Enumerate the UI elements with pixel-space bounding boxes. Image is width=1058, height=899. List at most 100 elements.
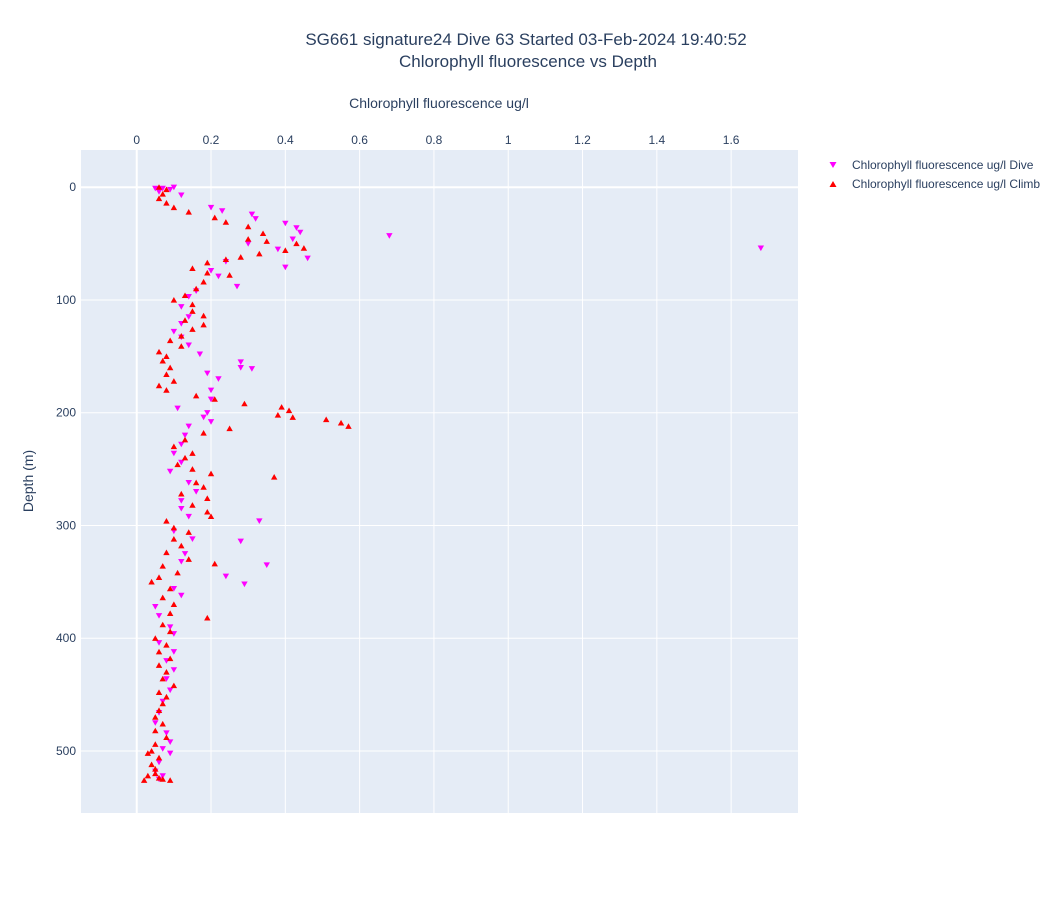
- climb-point: [170, 443, 178, 450]
- climb-point: [278, 404, 285, 410]
- dive-point: [237, 359, 244, 365]
- dive-point: [178, 558, 185, 565]
- dive-point: [178, 592, 185, 599]
- dive-point: [166, 739, 174, 745]
- legend-item-climb[interactable]: Chlorophyll fluorescence ug/l Climb: [829, 177, 1041, 191]
- climb-point: [222, 256, 230, 262]
- climb-point: [178, 333, 185, 339]
- x-tick-label: 1.4: [648, 133, 665, 147]
- dive-point: [207, 204, 215, 211]
- climb-point: [211, 560, 218, 567]
- dive-point: [170, 667, 178, 673]
- climb-point: [204, 259, 211, 266]
- dive-point: [185, 423, 192, 430]
- climb-point: [189, 265, 196, 271]
- dive-point: [263, 562, 270, 568]
- climb-point: [185, 556, 192, 562]
- climb-point: [178, 542, 185, 549]
- climb-point: [185, 529, 192, 535]
- climb-point: [178, 343, 185, 349]
- dive-point: [207, 419, 215, 425]
- dive-point: [215, 273, 222, 280]
- climb-point: [259, 230, 267, 237]
- climb-point: [178, 490, 185, 497]
- climb-point: [152, 770, 159, 777]
- climb-point: [152, 741, 159, 747]
- x-tick-labels: 0 0.2 0.4 0.6 0.8 1 1.2 1.4 1.6: [133, 133, 739, 147]
- x-tick-label: 1: [505, 133, 512, 147]
- climb-point: [163, 517, 170, 524]
- dive-point: [304, 255, 311, 262]
- climb-point: [174, 569, 181, 576]
- climb-point: [170, 601, 178, 608]
- climb-point: [200, 278, 207, 285]
- climb-point: [181, 454, 189, 461]
- dive-point: [282, 264, 289, 271]
- dive-point: [274, 246, 282, 253]
- y-tick-label: 500: [56, 744, 76, 758]
- x-tick-label: 0.6: [351, 133, 368, 147]
- climb-point: [159, 190, 166, 197]
- climb-point: [155, 648, 163, 655]
- dive-point: [178, 498, 185, 504]
- climb-point: [300, 245, 308, 251]
- legend[interactable]: Chlorophyll fluorescence ug/l Dive Chlor…: [829, 158, 1041, 191]
- climb-point: [166, 777, 174, 783]
- dive-point: [155, 759, 163, 766]
- y-tick-label: 400: [56, 631, 76, 645]
- climb-point: [163, 734, 170, 741]
- dive-point: [293, 225, 300, 231]
- climb-point: [226, 272, 233, 278]
- dive-point: [241, 581, 248, 588]
- dive-point: [170, 649, 178, 655]
- climb-point: [155, 382, 163, 389]
- dive-point: [155, 640, 163, 646]
- climb-point: [337, 419, 345, 426]
- dive-point: [178, 192, 185, 199]
- x-axis-title: Chlorophyll fluorescence ug/l: [349, 95, 529, 111]
- climb-point: [152, 727, 159, 734]
- climb-point: [189, 301, 196, 308]
- climb-point: [207, 513, 215, 520]
- legend-label-dive: Chlorophyll fluorescence ug/l Dive: [852, 158, 1034, 172]
- climb-point: [285, 407, 293, 414]
- climb-point: [270, 473, 278, 480]
- dive-point: [166, 468, 174, 475]
- climb-point: [211, 396, 218, 402]
- dive-point: [185, 314, 192, 320]
- climb-point: [159, 621, 166, 628]
- climb-point: [189, 502, 196, 508]
- climb-point: [211, 214, 218, 221]
- chart-title: SG661 signature24 Dive 63 Started 03-Feb…: [305, 30, 746, 49]
- dive-point: [200, 414, 207, 421]
- dive-point: [152, 720, 159, 726]
- dive-point: [189, 536, 196, 543]
- climb-point: [189, 450, 196, 456]
- dive-point: [296, 229, 304, 236]
- y-tick-label: 100: [56, 293, 76, 307]
- dive-point: [222, 573, 230, 580]
- climb-point: [322, 416, 330, 423]
- climb-point: [159, 357, 166, 364]
- climb-point: [155, 754, 163, 761]
- legend-item-dive[interactable]: Chlorophyll fluorescence ug/l Dive: [829, 158, 1034, 172]
- climb-point: [189, 308, 196, 314]
- climb-point: [155, 775, 163, 781]
- climb-point: [148, 578, 155, 585]
- dive-point: [207, 387, 215, 394]
- climb-point: [189, 326, 196, 332]
- dive-point: [152, 185, 159, 192]
- x-tick-label: 1.6: [723, 133, 740, 147]
- climb-point: [181, 436, 189, 443]
- dive-point: [166, 687, 174, 694]
- dive-point: [170, 328, 178, 335]
- climb-point: [244, 223, 252, 230]
- climb-point: [155, 348, 163, 355]
- climb-point: [263, 238, 270, 244]
- climb-point: [148, 761, 155, 768]
- dive-point: [207, 396, 215, 403]
- climb-point: [163, 693, 170, 700]
- climb-point: [237, 254, 244, 260]
